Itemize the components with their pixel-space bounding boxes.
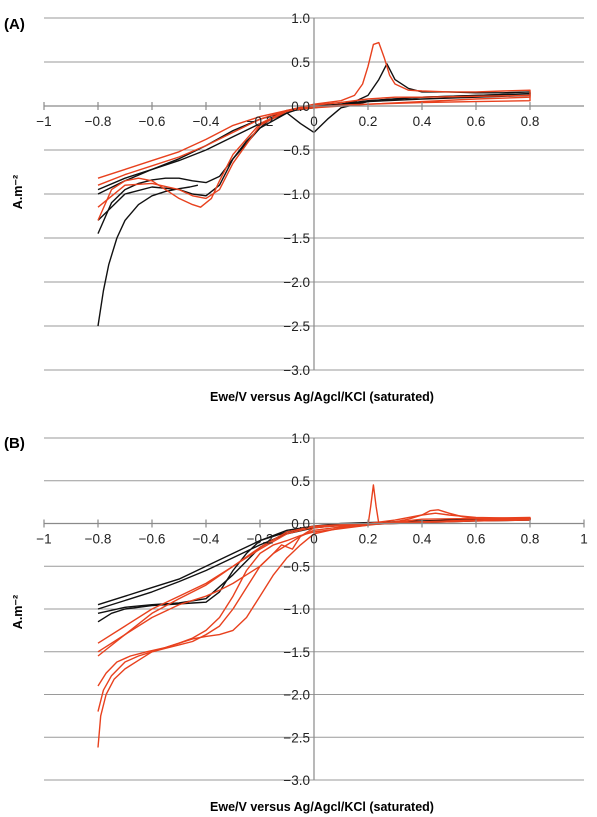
y-tick-label: 0.0 xyxy=(291,517,310,532)
y-axis-title: A.m⁻² xyxy=(11,595,25,629)
x-tick-label: 1 xyxy=(580,532,588,547)
x-tick-label: −0.2 xyxy=(247,114,274,129)
y-tick-label: −2.5 xyxy=(283,319,310,334)
panel-b: −1 −0.8 −0.6 −0.4 −0.2 0 0.2 0.4 0.6 0.8 1 1.0 0.5 0… xyxy=(4,431,588,814)
y-tick-label: −0.5 xyxy=(283,559,310,574)
y-tick-labels: 1.0 0.5 0.0 −0.5 −1.0 −1.5 −2.0 −2.5 −3.0 xyxy=(283,431,310,788)
x-tick-label: −0.4 xyxy=(193,532,220,547)
y-tick-label: −1.5 xyxy=(283,231,310,246)
y-tick-label: −2.0 xyxy=(283,275,310,290)
y-tick-label: 0.5 xyxy=(291,55,310,70)
y-tick-label: −3.0 xyxy=(283,773,310,788)
series-line xyxy=(97,517,531,623)
y-tick-label: −1.0 xyxy=(283,187,310,202)
x-tick-label: 0 xyxy=(310,532,318,547)
x-tick-label: 0.2 xyxy=(359,532,378,547)
x-tick-label: −0.8 xyxy=(85,114,112,129)
x-tick-label: 0.4 xyxy=(413,114,432,129)
x-tick-label: −0.4 xyxy=(193,114,220,129)
y-tick-label: −2.5 xyxy=(283,730,310,745)
y-tick-labels: 1.0 0.5 0.0 −0.5 −1.0 −1.5 −2.0 −2.5 −3.0 xyxy=(283,11,310,378)
x-tick-labels: −1 −0.8 −0.6 −0.4 −0.2 0 0.2 0.4 0.6 0.8 xyxy=(36,114,539,129)
data-curves xyxy=(97,41,531,327)
series-line xyxy=(97,94,531,208)
y-tick-label: −1.5 xyxy=(283,645,310,660)
x-tick-labels: −1 −0.8 −0.6 −0.4 −0.2 0 0.2 0.4 0.6 0.8 1 xyxy=(36,532,587,547)
x-tick-label: −1 xyxy=(36,114,51,129)
axes xyxy=(43,18,584,370)
y-tick-label: −1.0 xyxy=(283,602,310,617)
panel-label: (A) xyxy=(4,16,25,33)
y-tick-label: 0.5 xyxy=(291,474,310,489)
series-line xyxy=(97,516,531,687)
x-tick-label: 0.4 xyxy=(413,532,432,547)
y-tick-label: 1.0 xyxy=(291,11,310,26)
x-tick-label: 0.6 xyxy=(467,114,486,129)
x-axis-title: Ewe/V versus Ag/Agcl/KCl (saturated) xyxy=(210,800,434,814)
y-tick-label: −0.5 xyxy=(283,143,310,158)
y-axis-title: A.m⁻² xyxy=(11,175,25,209)
x-tick-label: −1 xyxy=(36,532,51,547)
axes xyxy=(43,438,585,780)
series-line xyxy=(97,93,531,221)
panel-label: (B) xyxy=(4,435,25,452)
y-tick-label: −2.0 xyxy=(283,688,310,703)
x-tick-label: −0.6 xyxy=(139,532,166,547)
x-tick-label: −0.8 xyxy=(85,532,112,547)
x-tick-label: 0.8 xyxy=(521,532,540,547)
x-tick-label: 0.8 xyxy=(521,114,540,129)
y-tick-label: 0.0 xyxy=(291,99,310,114)
x-tick-label: 0 xyxy=(310,114,318,129)
x-tick-label: 0.2 xyxy=(359,114,378,129)
panel-a: −1 −0.8 −0.6 −0.4 −0.2 0 0.2 0.4 0.6 0.8 1.0 0.5 0.… xyxy=(4,11,584,404)
x-tick-label: −0.2 xyxy=(247,532,274,547)
series-line xyxy=(97,184,199,327)
y-tick-label: 1.0 xyxy=(291,431,310,446)
x-tick-label: 0.6 xyxy=(467,532,486,547)
x-axis-title: Ewe/V versus Ag/Agcl/KCl (saturated) xyxy=(210,390,434,404)
y-tick-label: −3.0 xyxy=(283,363,310,378)
x-tick-label: −0.6 xyxy=(139,114,166,129)
